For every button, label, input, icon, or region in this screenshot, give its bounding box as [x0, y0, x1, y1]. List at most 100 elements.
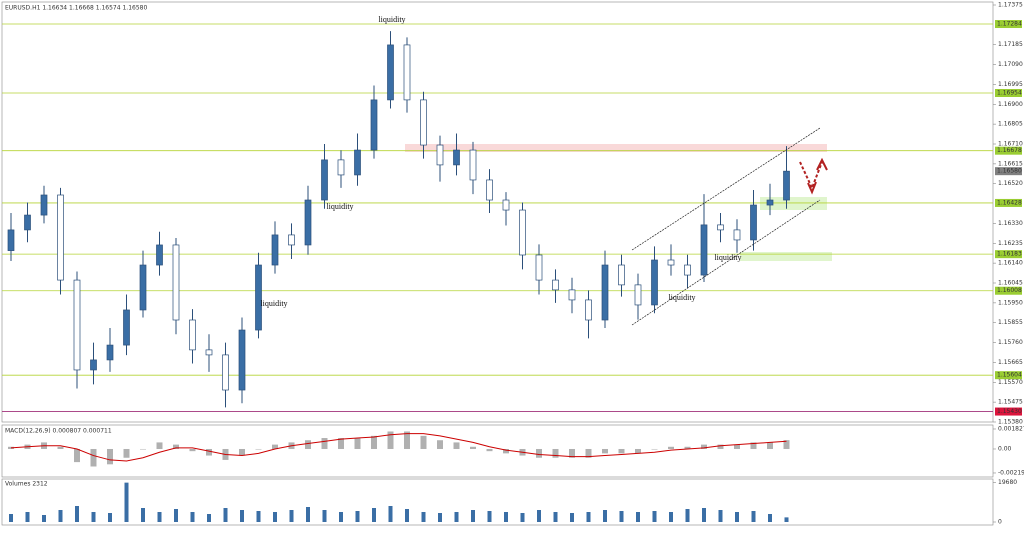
- level-label-bg: [995, 198, 1022, 207]
- level-label: 1.15604: [997, 372, 1022, 379]
- macd-bar: [618, 448, 625, 454]
- candle-body: [502, 199, 510, 211]
- candle-body: [321, 159, 328, 201]
- candle-body: [7, 229, 15, 251]
- macd-bar: [420, 435, 427, 449]
- macd-bar: [239, 448, 245, 456]
- volume-bar: [669, 512, 673, 522]
- candle-body: [684, 264, 691, 276]
- candle-body: [469, 149, 477, 181]
- y-tick-label: 1.15475: [998, 399, 1023, 406]
- volume-bar: [289, 510, 294, 522]
- macd-bar: [404, 431, 410, 449]
- volume-bar: [421, 512, 426, 522]
- volume-bar: [520, 513, 525, 522]
- candle-body: [90, 359, 97, 371]
- macd-bar: [717, 444, 724, 449]
- volume-bar: [157, 512, 162, 522]
- candle-body: [552, 279, 559, 291]
- volume-bar: [471, 510, 475, 522]
- volume-bar: [141, 508, 145, 522]
- volume-bar: [685, 509, 690, 522]
- candle-body: [618, 264, 625, 286]
- macd-bar: [701, 444, 707, 449]
- candle-body: [370, 99, 378, 151]
- y-tick-label: 1.16520: [998, 180, 1023, 187]
- candle-body: [156, 244, 163, 266]
- macd-bar: [206, 448, 212, 456]
- volume-bar: [454, 512, 459, 522]
- macd-bar: [602, 448, 608, 454]
- y-tick-label: 1.16045: [998, 280, 1023, 287]
- y-tick-label: 1.16140: [998, 260, 1023, 267]
- macd-bar: [635, 448, 641, 454]
- y-tick-label: 1.15760: [998, 339, 1023, 346]
- volume-bar: [438, 513, 442, 522]
- macd-bar: [783, 440, 790, 449]
- y-tick-label: 1.16235: [998, 240, 1023, 247]
- y-tick-label: 1.16900: [998, 101, 1023, 108]
- macd-bar: [453, 442, 460, 449]
- macd-bar: [734, 444, 740, 449]
- y-tick-label: 1.15665: [998, 359, 1023, 366]
- macd-bar: [90, 448, 97, 467]
- volume-bar: [75, 506, 79, 522]
- candle-body: [304, 199, 312, 246]
- macd-bar: [536, 448, 542, 458]
- candle-body: [288, 234, 295, 246]
- level-label-bg: [995, 286, 1022, 295]
- candle-body: [700, 224, 708, 276]
- y-tick-label: 1.15570: [998, 379, 1023, 386]
- y-tick-label: 1.16805: [998, 121, 1023, 128]
- candle-body: [189, 319, 196, 351]
- macd-bar: [750, 442, 757, 449]
- volume-bar: [652, 511, 657, 522]
- volume-bar: [190, 512, 195, 522]
- volume-bar: [339, 512, 343, 522]
- candle-body: [717, 224, 724, 231]
- candle-body: [535, 254, 543, 281]
- macd-bar: [668, 446, 674, 449]
- level-label: 1.15430: [997, 408, 1022, 415]
- volume-bar: [405, 509, 409, 522]
- candle-body: [337, 159, 345, 176]
- volume-bar: [273, 512, 277, 522]
- volume-bar: [636, 512, 640, 522]
- candle-body: [387, 44, 394, 101]
- macd-bar: [140, 448, 146, 450]
- candle-body: [519, 209, 526, 256]
- price-panel: [1, 1, 994, 423]
- macd-bar: [173, 444, 179, 449]
- y-tick-label: 1.16615: [998, 160, 1023, 167]
- forecast-arrow: [799, 161, 823, 191]
- volume-bar: [702, 508, 706, 522]
- y-tick-label: 1.15950: [998, 299, 1023, 306]
- macd-bar: [321, 438, 328, 449]
- arrow-head: [807, 157, 828, 195]
- volume-bar: [586, 512, 591, 522]
- volume-title: Volumes 2312: [5, 481, 48, 488]
- level-label-bg: [995, 146, 1022, 155]
- candle-body: [403, 44, 411, 101]
- volume-bar: [240, 510, 244, 522]
- volume-bar: [306, 507, 310, 522]
- level-label-bg: [995, 371, 1022, 380]
- volume-bar: [388, 506, 393, 522]
- candle-body: [139, 264, 147, 311]
- y-tick-label: 1.17185: [998, 41, 1023, 48]
- candle-body: [24, 214, 31, 231]
- level-label: 1.16008: [997, 287, 1022, 294]
- candle-body: [750, 204, 757, 241]
- candle-body: [766, 199, 774, 206]
- level-label: 1.16183: [997, 251, 1022, 258]
- macd-bar: [437, 440, 443, 449]
- volume-bar: [108, 513, 112, 522]
- macd-bar: [470, 446, 476, 449]
- macd-bar: [123, 448, 130, 458]
- volume-bar: [603, 510, 607, 522]
- volume-bar: [487, 511, 492, 522]
- candle-body: [486, 179, 493, 201]
- candle-body: [238, 329, 246, 391]
- level-label: 1.16954: [997, 89, 1022, 96]
